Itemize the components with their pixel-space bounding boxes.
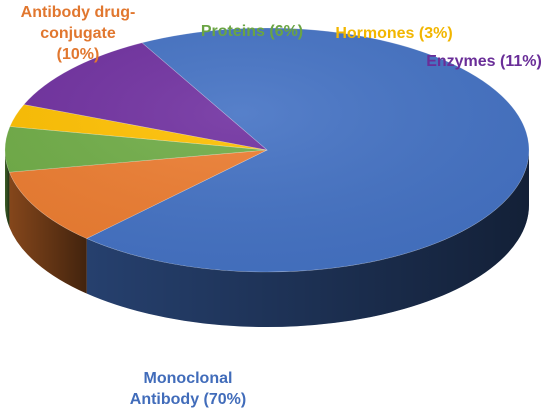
slice-label-1: Antibody drug-conjugate (10%) <box>21 4 136 63</box>
slice-label-2: Proteins (6%) <box>201 23 303 40</box>
pie-side-shade-0 <box>86 150 530 327</box>
slice-label-line: Proteins (6%) <box>201 23 303 40</box>
pie-labels: Monoclonal Antibody (70%) Antibody drug-co… <box>21 4 542 408</box>
slice-label-3: Hormones (3%) <box>335 25 452 42</box>
pie-top-sheen <box>5 28 529 272</box>
slice-label-line: Antibody (70%) <box>130 391 246 408</box>
pie-side-shade-1 <box>9 172 87 294</box>
pie-side-shade-2 <box>5 150 10 228</box>
slice-label-line: conjugate <box>40 25 116 42</box>
slice-label-line: Enzymes (11%) <box>426 53 542 70</box>
pie-sides <box>5 150 530 327</box>
slice-label-line: Monoclonal <box>144 370 233 387</box>
slice-label-0: Monoclonal Antibody (70%) <box>130 370 246 408</box>
slice-label-line: (10%) <box>57 46 100 63</box>
slice-label-line: Hormones (3%) <box>335 25 452 42</box>
slice-label-line: Antibody drug- <box>21 4 136 21</box>
slice-label-4: Enzymes (11%) <box>426 53 542 70</box>
pie-tops <box>4 27 530 273</box>
